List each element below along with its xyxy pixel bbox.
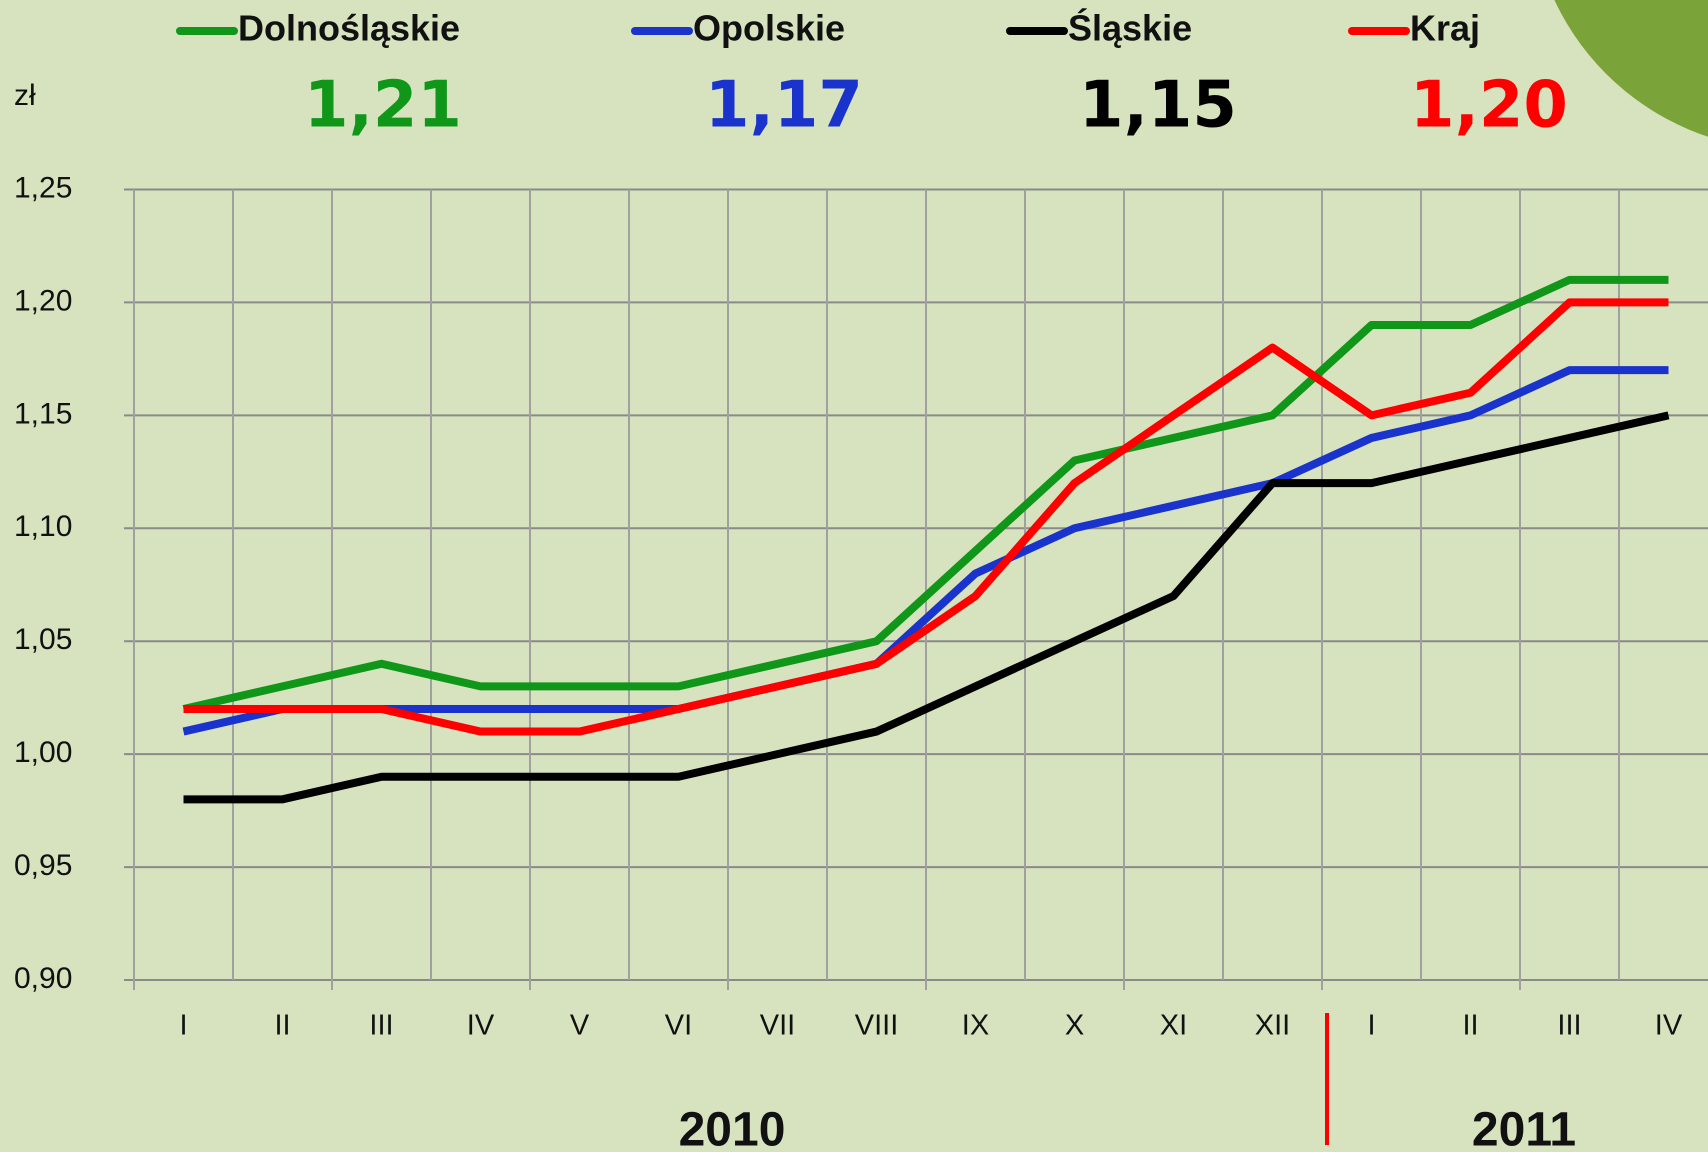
legend-label: Śląskie [1068,7,1192,49]
x-tick-label: III [369,1010,393,1042]
latest-value: 1,20 [1410,69,1568,143]
year-label: 2011 [1472,1104,1576,1152]
latest-value: 1,17 [705,69,863,143]
page: {"chart_data": { "type": "line", "y_unit… [0,0,1708,1152]
x-tick-label: I [1367,1010,1375,1042]
year-label: 2010 [679,1104,786,1152]
y-tick-label: 1,25 [14,171,72,204]
y-tick-label: 1,00 [14,736,72,769]
grid [124,190,1708,991]
x-tick-label: V [570,1010,590,1042]
x-tick-label: VIII [855,1010,899,1042]
x-tick-label: IV [467,1010,495,1042]
legend-label: Dolnośląskie [238,8,460,49]
x-tick-label: VII [760,1010,795,1042]
y-tick-label: 1,10 [14,510,72,543]
x-tick-label: XI [1160,1010,1187,1042]
latest-value: 1,21 [304,69,462,143]
latest-value: 1,15 [1079,69,1237,143]
x-tick-label: II [274,1010,290,1042]
y-tick-label: 1,15 [14,397,72,430]
legend-label: Opolskie [693,8,845,49]
x-tick-label: XII [1255,1010,1290,1042]
x-tick-label: IV [1655,1010,1683,1042]
x-tick-label: III [1557,1010,1581,1042]
y-tick-label: 1,05 [14,623,72,656]
x-tick-label: X [1065,1010,1084,1042]
legend-label: Kraj [1410,8,1480,49]
y-tick-label: 1,20 [14,284,72,317]
y-tick-label: 0,95 [14,849,72,882]
x-tick-label: IX [962,1010,989,1042]
y-unit: zł [14,79,36,112]
y-tick-label: 0,90 [14,962,72,995]
x-tick-label: I [179,1010,187,1042]
x-tick-label: II [1462,1010,1478,1042]
chart: zł 0,900,951,001,051,101,151,201,25IIIII… [0,0,1708,1152]
x-tick-label: VI [665,1010,692,1042]
